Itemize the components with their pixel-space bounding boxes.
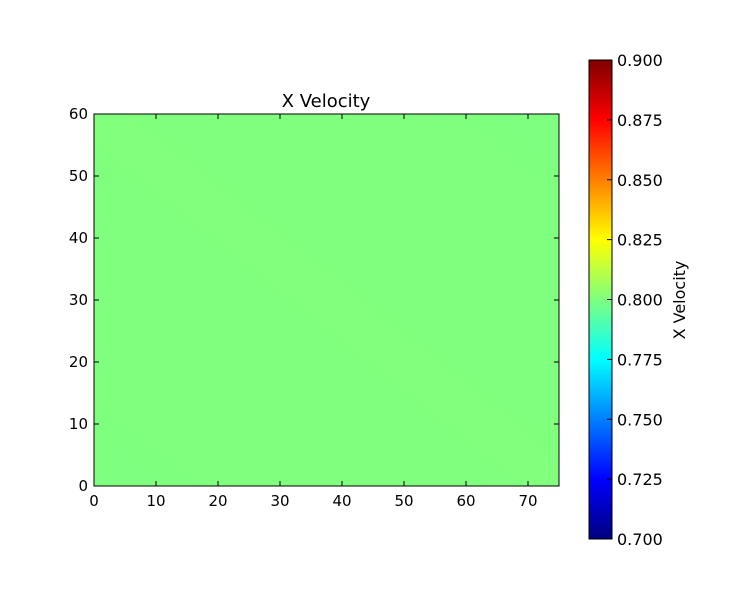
- y-tick-label: 10: [69, 415, 88, 433]
- x-axis-ticks: 0 10 20 30 40 50 60 70: [89, 114, 538, 510]
- colorbar-tick-label: 0.900: [617, 51, 663, 70]
- colorbar-tick-label: 0.700: [617, 530, 663, 549]
- colorbar-fill: [589, 60, 612, 539]
- colorbar-tick-label: 0.875: [617, 111, 663, 130]
- x-tick-label: 70: [518, 492, 537, 510]
- colorbar-tick-label: 0.725: [617, 470, 663, 489]
- y-tick-label: 20: [69, 353, 88, 371]
- y-tick-label: 50: [69, 167, 88, 185]
- colorbar-tick-label: 0.800: [617, 291, 663, 310]
- x-tick-label: 50: [394, 492, 413, 510]
- y-tick-label: 30: [69, 291, 88, 309]
- x-tick-label: 40: [332, 492, 351, 510]
- y-tick-label: 60: [69, 105, 88, 123]
- y-tick-label: 40: [69, 229, 88, 247]
- colorbar: 0.700 0.725 0.750 0.775 0.800 0.825 0.850 0.875…: [588, 51, 689, 549]
- colorbar-label: X Velocity: [670, 261, 689, 340]
- x-tick-label: 30: [270, 492, 289, 510]
- colorbar-ticks: 0.700 0.725 0.750 0.775 0.800 0.825 0.850 0.875…: [607, 51, 663, 549]
- x-tick-label: 20: [208, 492, 227, 510]
- x-tick-label: 10: [146, 492, 165, 510]
- plot-area: [93, 113, 560, 487]
- y-axis-ticks: 0 10 20 30 40 50 60: [69, 105, 559, 495]
- colorbar-tick-label: 0.750: [617, 410, 663, 429]
- heatmap-shading: [94, 114, 559, 486]
- colorbar-tick-label: 0.825: [617, 231, 663, 250]
- colorbar-tick-label: 0.775: [617, 350, 663, 369]
- chart-title: X Velocity: [282, 91, 371, 112]
- colorbar-tick-label: 0.850: [617, 171, 663, 190]
- x-tick-label: 60: [456, 492, 475, 510]
- y-tick-label: 0: [78, 477, 88, 495]
- x-tick-label: 0: [89, 492, 99, 510]
